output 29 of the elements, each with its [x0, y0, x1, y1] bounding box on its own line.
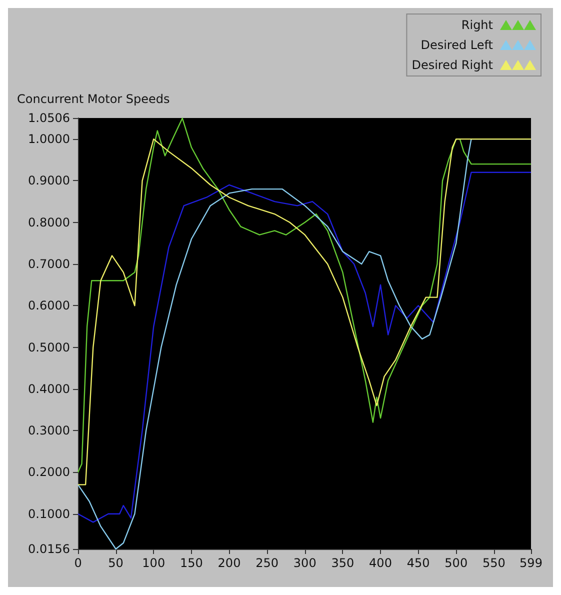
x-tick-label: 400 — [369, 556, 392, 570]
legend-label: Right — [461, 18, 494, 32]
y-tick-label: 0.6000 — [28, 298, 70, 313]
x-tick-label: 599 — [520, 556, 542, 570]
legend-label: Desired Left — [420, 38, 494, 52]
y-tick-label: 0.8000 — [28, 215, 70, 230]
x-tick-label: 100 — [142, 556, 166, 570]
y-tick-label: 1.0000 — [28, 132, 70, 146]
x-tick-label: 500 — [444, 556, 468, 570]
x-tick-label: 250 — [256, 556, 279, 570]
x-tick-label: 200 — [218, 556, 241, 570]
y-tick-label: 1.0506 — [28, 111, 70, 125]
x-tick-label: 450 — [406, 556, 430, 570]
x-tick-label: 0 — [74, 556, 82, 570]
x-tick-label: 350 — [331, 556, 354, 570]
y-tick-label: 0.3000 — [28, 424, 70, 438]
y-tick-label: 0.4000 — [28, 382, 70, 396]
legend-label: Desired Right — [412, 58, 494, 72]
y-tick-label: 0.7000 — [28, 257, 70, 271]
y-tick-label: 0.5000 — [28, 340, 70, 354]
chart-title: Concurrent Motor Speeds — [17, 92, 170, 106]
x-tick-label: 50 — [108, 556, 124, 570]
y-tick-label: 0.1000 — [28, 506, 70, 521]
x-tick-label: 300 — [293, 556, 316, 570]
y-tick-label: 0.9000 — [28, 174, 70, 188]
x-tick-label: 150 — [180, 556, 203, 570]
x-tick-label: 550 — [482, 556, 506, 570]
y-tick-label: 0.2000 — [28, 465, 70, 480]
y-tick-label: 0.0156 — [28, 542, 70, 556]
